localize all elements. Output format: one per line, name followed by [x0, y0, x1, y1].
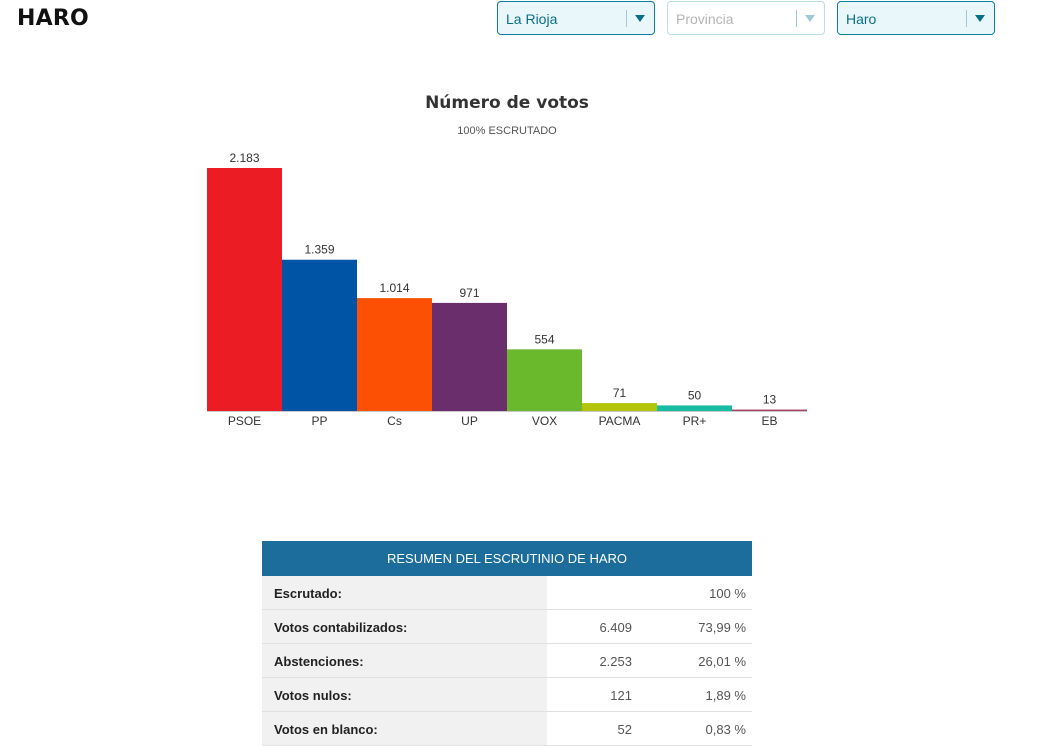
summary-label-cell	[262, 610, 547, 643]
category-label-pr: PR+	[683, 414, 707, 428]
summary-row-votos-nulos: Votos nulos: 121 1,89 %	[262, 678, 752, 712]
chevron-down-icon	[805, 15, 815, 22]
category-label-psoe: PSOE	[228, 414, 261, 428]
summary-row-label: Abstenciones:	[274, 654, 364, 669]
category-label-pp: PP	[311, 414, 327, 428]
summary-row-percent: 100 %	[709, 586, 746, 601]
bar-up	[432, 302, 507, 411]
summary-row-label: Votos contabilizados:	[274, 620, 408, 635]
category-label-vox: VOX	[532, 414, 557, 428]
value-label-psoe: 2.183	[229, 151, 259, 165]
summary-label-cell	[262, 712, 547, 745]
summary-row-votos-contabilizados: Votos contabilizados: 6.409 73,99 %	[262, 610, 752, 644]
summary-label-cell	[262, 576, 547, 609]
votes-bar-chart: 2.183 PSOE 1.359 PP 1.014 Cs 971 UP 554 VOX 71 PACM…	[207, 151, 807, 428]
chevron-down-icon	[975, 15, 985, 22]
category-label-up: UP	[461, 414, 478, 428]
category-label-eb: EB	[761, 414, 777, 428]
category-label-pacma: PACMA	[599, 414, 641, 428]
value-label-pacma: 71	[613, 386, 627, 400]
value-label-eb: 13	[763, 393, 777, 407]
dropdown-separator	[796, 10, 797, 27]
value-label-pr: 50	[688, 388, 702, 402]
municipality-select-value: Haro	[846, 11, 877, 27]
summary-row-abstenciones: Abstenciones: 2.253 26,01 %	[262, 644, 752, 678]
bar-pr	[657, 405, 732, 411]
bar-pacma	[582, 403, 657, 411]
value-label-pp: 1.359	[304, 243, 334, 257]
value-label-up: 971	[459, 286, 479, 300]
category-label-cs: Cs	[387, 414, 402, 428]
bar-vox	[507, 349, 582, 411]
summary-label-cell	[262, 644, 547, 677]
summary-row-label: Votos en blanco:	[274, 722, 378, 737]
summary-row-count: 2.253	[599, 654, 632, 669]
dropdown-separator	[626, 10, 627, 27]
dropdown-separator	[966, 10, 967, 27]
summary-row-escrutado: Escrutado: 100 %	[262, 576, 752, 610]
province-select-placeholder: Provincia	[676, 11, 734, 27]
chevron-down-icon	[635, 15, 645, 22]
bar-psoe	[207, 168, 282, 411]
value-label-cs: 1.014	[379, 281, 409, 295]
bar-pp	[282, 259, 357, 411]
bar-eb	[732, 409, 807, 411]
chart-title: Número de votos	[425, 93, 589, 113]
summary-row-count: 121	[610, 688, 632, 703]
summary-row-percent: 26,01 %	[698, 654, 746, 669]
page-title: HARO	[17, 6, 89, 31]
summary-row-percent: 73,99 %	[698, 620, 746, 635]
province-select[interactable]: Provincia	[667, 1, 825, 35]
municipality-select[interactable]: Haro	[837, 1, 995, 35]
bar-cs	[357, 298, 432, 411]
summary-row-count: 52	[617, 722, 632, 737]
summary-label-cell	[262, 678, 547, 711]
summary-row-count: 6.409	[599, 620, 632, 635]
summary-row-label: Votos nulos:	[274, 688, 352, 703]
summary-row-percent: 1,89 %	[705, 688, 746, 703]
chart-subtitle: 100% ESCRUTADO	[457, 125, 557, 137]
summary-row-label: Escrutado:	[274, 586, 342, 601]
community-select[interactable]: La Rioja	[497, 1, 655, 35]
summary-table: RESUMEN DEL ESCRUTINIO DE HARO Escrutado…	[262, 541, 752, 746]
summary-row-percent: 0,83 %	[705, 722, 746, 737]
summary-header: RESUMEN DEL ESCRUTINIO DE HARO	[262, 541, 752, 576]
community-select-value: La Rioja	[506, 11, 558, 27]
value-label-vox: 554	[534, 332, 554, 346]
